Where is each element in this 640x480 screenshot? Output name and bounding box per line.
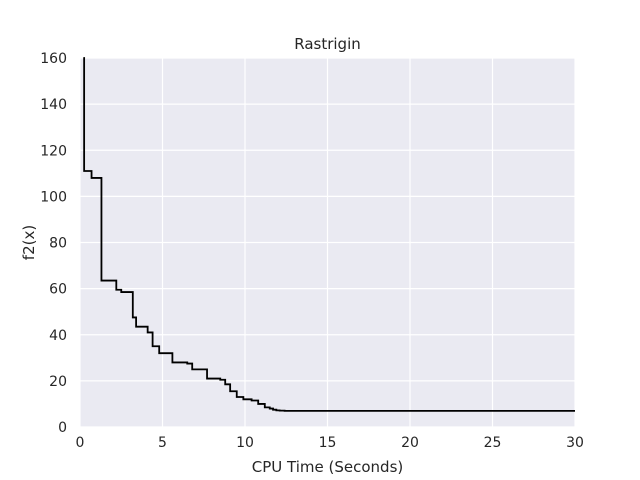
x-tick-label: 10 <box>236 435 254 451</box>
y-tick-label: 20 <box>49 374 67 390</box>
y-tick-label: 40 <box>49 328 67 344</box>
x-tick-label: 30 <box>566 435 584 451</box>
y-tick-label: 160 <box>40 51 67 67</box>
x-axis-title: CPU Time (Seconds) <box>252 458 403 476</box>
x-tick-label: 25 <box>484 435 502 451</box>
x-tick-label: 5 <box>158 435 167 451</box>
x-tick-label: 15 <box>319 435 337 451</box>
y-tick-label: 60 <box>49 282 67 298</box>
y-tick-label: 120 <box>40 143 67 159</box>
x-axis-ticks: 0 5 10 15 20 25 30 <box>76 435 584 451</box>
y-axis-title: f2(x) <box>20 225 38 260</box>
grid-lines <box>79 57 576 428</box>
y-tick-label: 80 <box>49 236 67 252</box>
x-tick-label: 0 <box>76 435 85 451</box>
y-tick-label: 100 <box>40 189 67 205</box>
series-line <box>83 57 575 412</box>
y-tick-label: 0 <box>58 420 67 436</box>
y-tick-label: 140 <box>40 97 67 113</box>
y-axis-ticks: 0 20 40 60 80 100 120 140 160 <box>40 51 67 436</box>
chart-title: Rastrigin <box>294 35 361 53</box>
series-group <box>83 57 575 412</box>
x-tick-label: 20 <box>401 435 419 451</box>
